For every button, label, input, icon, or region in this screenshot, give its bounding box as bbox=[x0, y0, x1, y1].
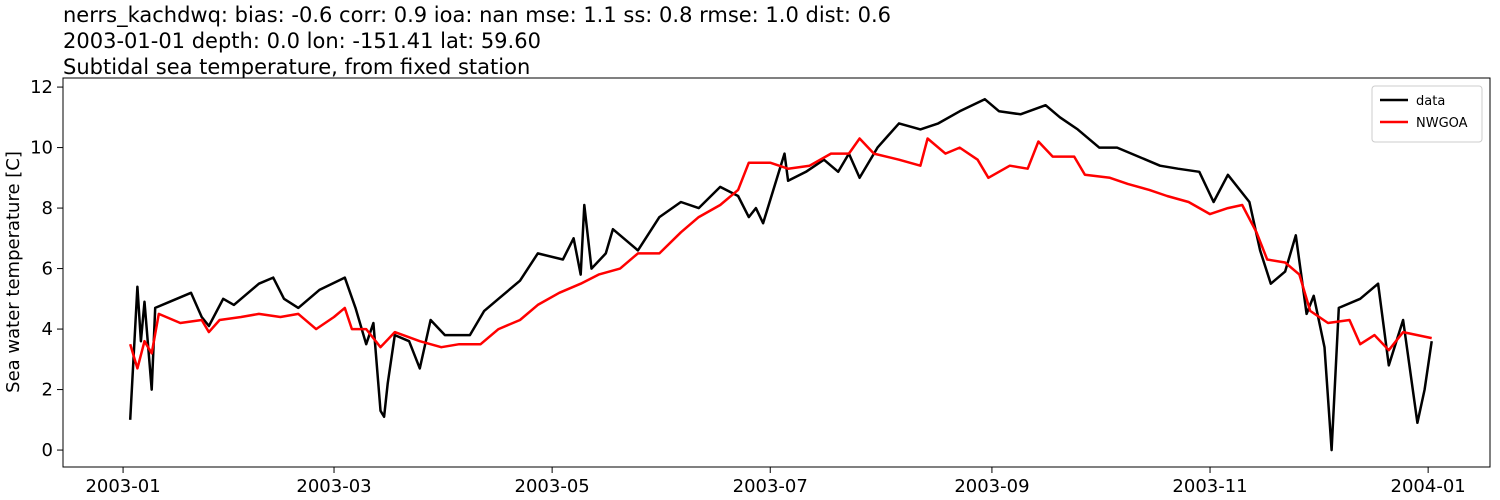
y-tick-label: 0 bbox=[42, 440, 53, 461]
x-tick-label: 2003-11 bbox=[1172, 476, 1247, 497]
title-line: Subtidal sea temperature, from fixed sta… bbox=[63, 55, 530, 79]
y-tick-label: 2 bbox=[42, 380, 53, 401]
title-line: 2003-01-01 depth: 0.0 lon: -151.41 lat: … bbox=[63, 29, 541, 53]
data-line bbox=[128, 97, 1433, 452]
x-tick-label: 2003-03 bbox=[296, 476, 371, 497]
legend-label: data bbox=[1416, 94, 1445, 109]
legend-label: NWGOA bbox=[1416, 116, 1468, 131]
y-tick-label: 6 bbox=[42, 259, 53, 280]
y-tick-label: 10 bbox=[30, 138, 53, 159]
x-tick-label: 2003-01 bbox=[85, 476, 160, 497]
x-tick-label: 2003-09 bbox=[954, 476, 1029, 497]
y-tick-label: 12 bbox=[30, 77, 53, 98]
y-tick-label: 4 bbox=[42, 319, 53, 340]
x-tick-label: 2004-01 bbox=[1391, 476, 1466, 497]
x-tick-label: 2003-07 bbox=[733, 476, 808, 497]
y-axis-label: Sea water temperature [C] bbox=[3, 151, 24, 393]
title-line: nerrs_kachdwq: bias: -0.6 corr: 0.9 ioa:… bbox=[63, 3, 891, 28]
y-tick-label: 8 bbox=[42, 198, 53, 219]
plot-frame bbox=[62, 77, 1491, 468]
x-tick-label: 2003-05 bbox=[515, 476, 590, 497]
data-line bbox=[129, 137, 1432, 370]
